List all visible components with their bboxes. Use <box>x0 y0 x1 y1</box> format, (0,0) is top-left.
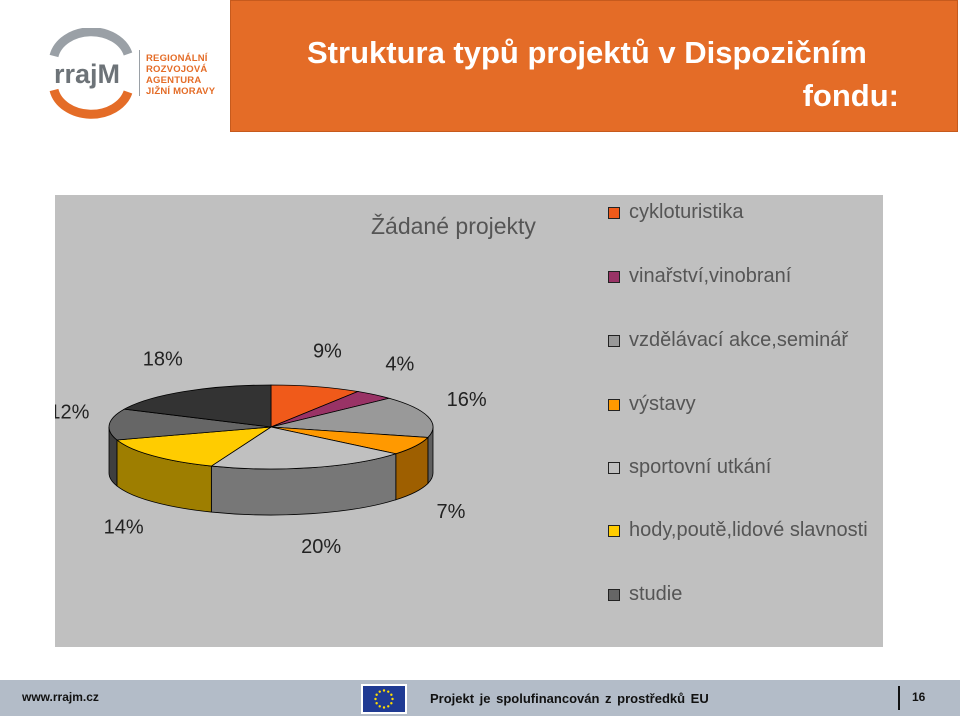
eu-star <box>375 702 378 705</box>
legend-swatch <box>608 589 620 601</box>
page-number: 16 <box>912 690 926 704</box>
eu-star <box>375 693 378 696</box>
eu-star <box>378 705 381 708</box>
legend-item-vystavy: výstavy <box>608 391 878 418</box>
eu-star <box>378 690 381 693</box>
legend-label: vzdělávací akce,seminář <box>629 329 848 351</box>
pie-labels: 9% 4% 16% 7% 20% 14% 12% 18% <box>55 341 487 558</box>
eu-star <box>390 693 393 696</box>
footer-cofinancing-text: Projekt je spolufinancován z prostředků … <box>430 691 709 706</box>
legend-label: cykloturistika <box>629 201 744 223</box>
logo-org-line: AGENTURA <box>146 75 202 86</box>
legend-item-cykloturistika: cykloturistika <box>608 199 878 226</box>
pie-slice-vzdelavaci-akce-seminar <box>270 397 434 438</box>
footer-url: www.rrajm.cz <box>22 690 99 704</box>
legend-item-hody: hody,poutě,lidové slavnosti <box>608 517 878 544</box>
pie-slice-sportovni-utkani <box>210 426 398 470</box>
title-banner: Struktura typů projektů v Dispozičním fo… <box>230 0 958 132</box>
legend-swatch <box>608 525 620 537</box>
logo-arc-bottom <box>49 88 133 119</box>
pie-slice-studie <box>108 408 272 441</box>
legend-swatch <box>608 462 620 474</box>
slide-title: Struktura typů projektů v Dispozičním fo… <box>259 31 899 117</box>
legend-label: výstavy <box>629 393 696 415</box>
footer-bar: www.rrajm.cz Projekt je spolufinancován … <box>0 680 960 716</box>
legend-label: hody,poutě,lidové slavnosti <box>629 519 868 541</box>
slide-title-line2: fondu: <box>802 78 899 113</box>
logo-org-name: REGIONÁLNÍ ROZVOJOVÁ AGENTURA JIŽNÍ MORA… <box>40 28 215 120</box>
eu-star <box>391 697 394 701</box>
pie-label-cykloturistika: 9% <box>313 341 342 363</box>
legend-item-studie: studie <box>608 581 878 608</box>
pie-label-studie: 12% <box>55 402 90 424</box>
pie-label-other: 18% <box>143 349 183 371</box>
eu-star <box>387 705 390 708</box>
pie-slice-other <box>123 384 272 428</box>
legend-label: vinařství,vinobraní <box>629 265 792 287</box>
eu-star <box>374 697 377 701</box>
eu-star <box>382 689 386 692</box>
footer-separator <box>898 686 900 710</box>
logo-wordmark: rrajM <box>54 59 120 89</box>
logo-org-line: JIŽNÍ MORAVY <box>146 86 216 97</box>
pie-top <box>108 384 434 470</box>
logo-org-line: REGIONÁLNÍ <box>146 53 208 64</box>
legend-item-sportovni-utkani: sportovní utkání <box>608 454 878 481</box>
chart-title: Žádané projekty <box>371 213 536 239</box>
legend-swatch <box>608 271 620 283</box>
pie-label-vzdelavaci-akce-seminar: 16% <box>447 389 487 411</box>
pie-sides <box>108 426 434 516</box>
pie-label-vystavy: 7% <box>437 501 466 523</box>
chart-panel: Žádané projekty 9% 4% 16% 7% 20% 14% 12% 18% cy… <box>55 195 883 647</box>
legend-label: sportovní utkání <box>629 456 772 478</box>
pie-label-vinarstvi-vinobrani: 4% <box>385 354 414 376</box>
logo-arc-top <box>49 28 133 58</box>
pie-label-hody-poute-lidove-slavnosti: 14% <box>104 517 144 539</box>
legend-item-vinarstvi: vinařství,vinobraní <box>608 263 878 290</box>
slide-title-line1: Struktura typů projektů v Dispozičním <box>307 35 867 70</box>
legend-item-vzdelavaci-akce: vzdělávací akce,seminář <box>608 327 878 354</box>
eu-flag-icon <box>361 684 407 714</box>
eu-star <box>387 690 390 693</box>
pie-chart: Žádané projekty 9% 4% 16% 7% 20% 14% 12% 18% <box>55 213 536 558</box>
logo-org-line: ROZVOJOVÁ <box>146 64 208 75</box>
eu-star <box>382 706 386 709</box>
legend-swatch <box>608 335 620 347</box>
legend-swatch <box>608 399 620 411</box>
legend-label: studie <box>629 583 683 605</box>
legend-swatch <box>608 207 620 219</box>
pie-slice-cykloturistika <box>270 384 360 428</box>
eu-star <box>390 702 393 705</box>
rrajm-logo: rrajM <box>49 28 140 119</box>
pie-label-sportovni-utkani: 20% <box>301 536 341 558</box>
